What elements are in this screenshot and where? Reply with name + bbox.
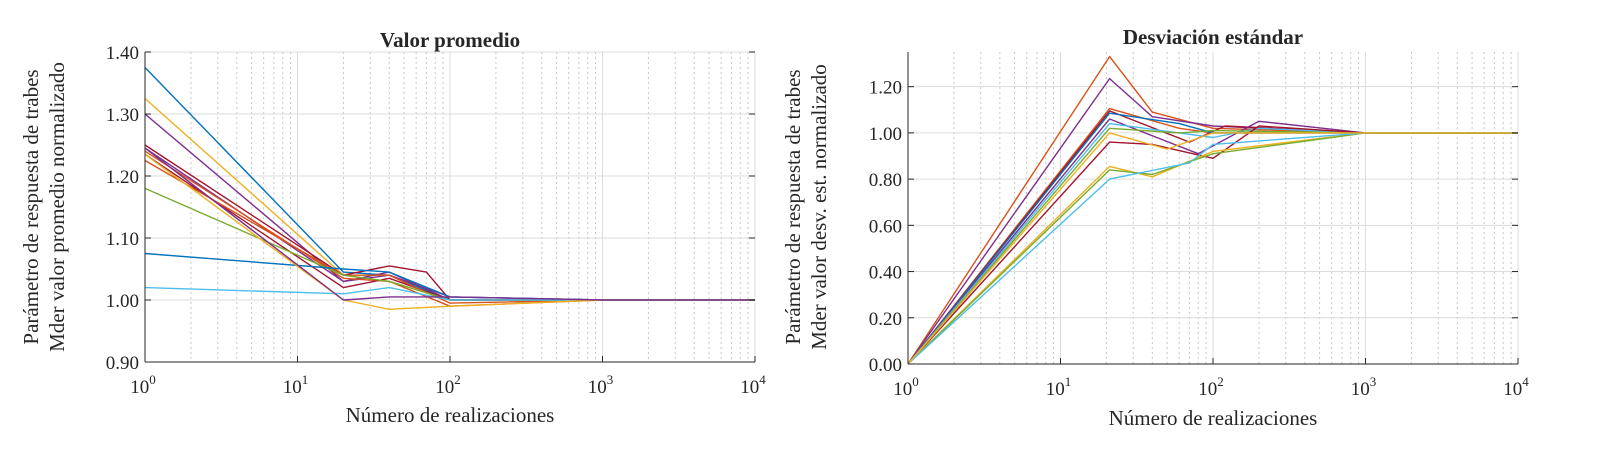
x-axis-label: Número de realizaciones (1109, 406, 1318, 430)
y-tick-label: 0.20 (869, 309, 902, 330)
series-line-13 (144, 147, 755, 301)
chart-title: Desviación estándar (1123, 25, 1303, 49)
chart-panel-std: 0.00 0.20 0.40 0.60 0.80 1.00 1.20 100 101 102 103… (781, 25, 1529, 430)
x-tick-label: 104 (740, 372, 766, 398)
x-tick-label: 101 (283, 372, 309, 398)
y-axis-label-line1: Parámetro de respuesta de trabes (19, 69, 43, 344)
y-axis-label-line2: Mder valor promedio normalizado (45, 62, 69, 352)
y-tick-label: 0.00 (869, 355, 902, 376)
y-tick-label: 1.20 (106, 167, 139, 188)
x-tick-label: 102 (435, 372, 461, 398)
x-tick-label: 100 (130, 372, 156, 398)
x-tick-label: 101 (1046, 374, 1072, 400)
x-tick-label: 104 (1503, 374, 1529, 400)
x-tick-label: 102 (1198, 374, 1224, 400)
x-axis-label: Número de realizaciones (346, 403, 555, 427)
y-tick-label: 1.40 (106, 43, 139, 64)
y-tick-label: 1.30 (106, 105, 139, 126)
y-tick-label: 0.40 (869, 263, 902, 284)
y-tick-label: 1.00 (106, 291, 139, 312)
y-tick-label: 1.10 (106, 229, 139, 250)
y-tick-label: 1.20 (869, 78, 902, 99)
x-tick-label: 100 (893, 374, 919, 400)
y-axis-label-line1: Parámetro de respuesta de trabes (781, 69, 805, 344)
y-tick-label: 0.60 (869, 216, 902, 237)
y-tick-label: 1.00 (869, 124, 902, 145)
x-tick-label: 103 (1351, 374, 1377, 400)
series-line-13 (907, 132, 1518, 365)
y-tick-label: 0.80 (869, 170, 902, 191)
y-tick-label: 0.90 (106, 353, 139, 374)
y-axis-label-line2: Mder valor desv. est. normalizado (807, 64, 831, 350)
x-tick-label: 103 (588, 372, 614, 398)
chart-title: Valor promedio (380, 28, 520, 52)
